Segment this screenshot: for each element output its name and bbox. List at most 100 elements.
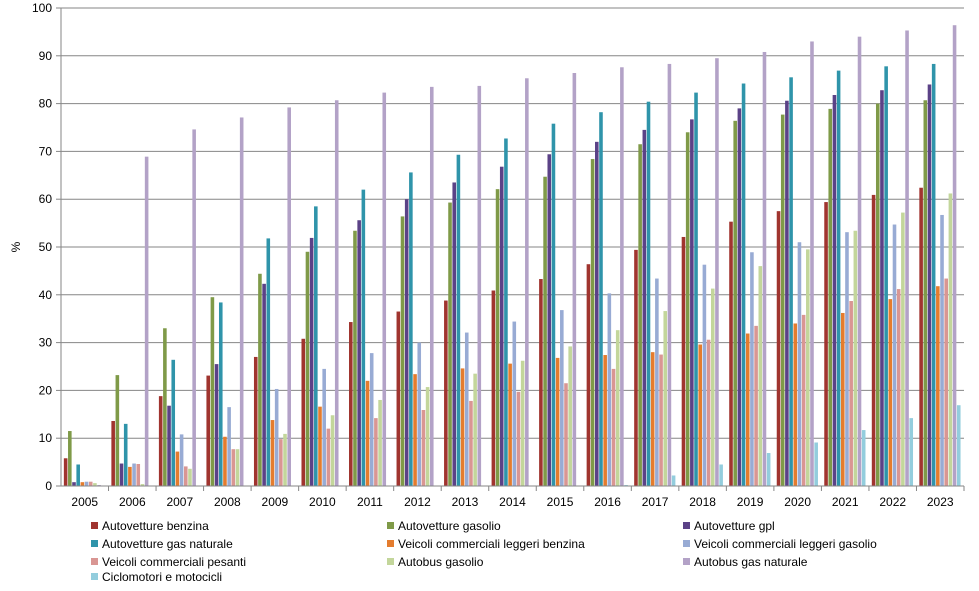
bar bbox=[158, 396, 163, 486]
bar bbox=[504, 138, 508, 487]
bar bbox=[810, 41, 814, 487]
bar bbox=[175, 451, 180, 486]
legend-label: Autobus gas naturale bbox=[694, 555, 808, 569]
bar bbox=[140, 484, 145, 486]
bar bbox=[824, 202, 828, 486]
bar bbox=[698, 344, 702, 486]
bar bbox=[374, 418, 378, 486]
bar bbox=[206, 375, 211, 486]
bar bbox=[568, 346, 572, 486]
bar bbox=[875, 103, 880, 486]
bar bbox=[719, 464, 723, 486]
bar bbox=[227, 407, 231, 486]
bar bbox=[314, 206, 318, 486]
bar bbox=[301, 338, 306, 486]
bar bbox=[564, 383, 568, 486]
bar bbox=[634, 249, 638, 486]
y-tick-label: 80 bbox=[39, 97, 53, 111]
bar bbox=[655, 278, 659, 486]
bar bbox=[525, 78, 529, 487]
bar bbox=[690, 119, 694, 487]
bar bbox=[309, 237, 314, 486]
bar bbox=[888, 299, 893, 486]
bar bbox=[737, 108, 742, 486]
bar bbox=[905, 30, 909, 486]
bar bbox=[400, 216, 405, 486]
bar bbox=[274, 388, 279, 486]
bar bbox=[650, 352, 655, 486]
bar bbox=[539, 279, 543, 486]
bar bbox=[948, 193, 953, 486]
bar bbox=[495, 189, 500, 486]
bar bbox=[93, 483, 97, 486]
bar bbox=[444, 300, 448, 486]
legend-swatch bbox=[387, 522, 394, 529]
bar bbox=[349, 322, 353, 486]
bar bbox=[266, 238, 271, 486]
bar bbox=[750, 252, 754, 486]
y-tick-label: 30 bbox=[39, 336, 53, 350]
bar bbox=[334, 100, 339, 486]
bar bbox=[84, 481, 89, 486]
bar bbox=[460, 368, 465, 486]
bar bbox=[766, 453, 771, 486]
bar bbox=[797, 242, 802, 486]
x-tick-label: 2008 bbox=[214, 495, 241, 509]
bar bbox=[231, 449, 236, 486]
bar bbox=[599, 112, 603, 486]
bar bbox=[214, 364, 219, 486]
bar bbox=[464, 332, 469, 486]
bar bbox=[586, 264, 591, 486]
bar bbox=[853, 230, 858, 486]
bar bbox=[76, 464, 80, 486]
bar bbox=[861, 430, 866, 486]
bar bbox=[80, 482, 85, 486]
y-tick-label: 10 bbox=[39, 431, 53, 445]
bar bbox=[119, 463, 124, 486]
bar bbox=[210, 297, 215, 486]
bar bbox=[512, 321, 517, 486]
x-tick-label: 2016 bbox=[594, 495, 621, 509]
bar bbox=[896, 289, 901, 486]
bar bbox=[620, 67, 624, 487]
bar bbox=[417, 342, 422, 486]
bar bbox=[404, 199, 409, 486]
bar bbox=[814, 442, 818, 486]
x-tick-label: 2014 bbox=[499, 495, 526, 509]
bar bbox=[132, 463, 136, 486]
bar bbox=[745, 333, 750, 486]
legend-swatch bbox=[387, 558, 394, 565]
bar bbox=[828, 108, 833, 487]
bar bbox=[179, 434, 184, 486]
bar bbox=[909, 418, 914, 486]
bar bbox=[192, 129, 196, 486]
bar bbox=[845, 232, 849, 486]
bar bbox=[520, 360, 525, 486]
bar bbox=[754, 325, 758, 486]
x-tick-label: 2019 bbox=[737, 495, 764, 509]
bar bbox=[685, 132, 690, 486]
x-tick-label: 2021 bbox=[832, 495, 859, 509]
legend-label: Autobus gasolio bbox=[398, 555, 484, 569]
bar bbox=[171, 359, 176, 486]
bar bbox=[710, 288, 715, 486]
bar bbox=[63, 458, 68, 486]
x-tick-label: 2023 bbox=[927, 495, 954, 509]
bar bbox=[253, 356, 258, 486]
bar bbox=[88, 481, 93, 486]
bar bbox=[396, 311, 401, 486]
bar bbox=[776, 211, 781, 486]
x-tick-label: 2010 bbox=[309, 495, 336, 509]
bar bbox=[508, 363, 512, 486]
bar bbox=[223, 436, 227, 486]
y-tick-label: 40 bbox=[39, 288, 53, 302]
bar bbox=[919, 187, 923, 487]
bar bbox=[330, 415, 335, 486]
bar bbox=[239, 117, 244, 487]
bar bbox=[413, 374, 417, 486]
bar bbox=[806, 249, 810, 486]
bar bbox=[931, 63, 936, 487]
bar bbox=[595, 141, 599, 486]
bar bbox=[382, 92, 387, 487]
